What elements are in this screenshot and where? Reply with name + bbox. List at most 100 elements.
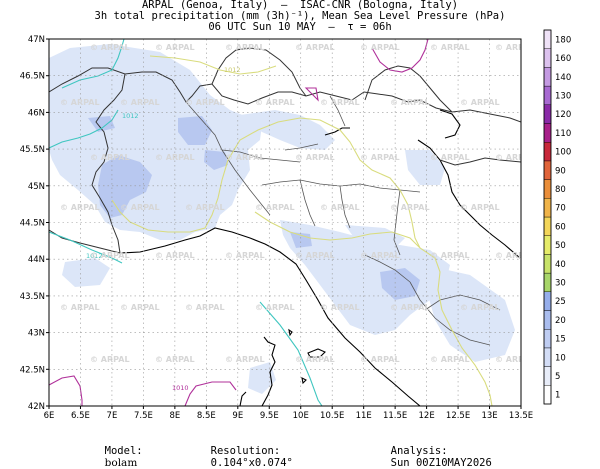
precipitation-colorbar: 1510152025304050607080901001101201301401…	[543, 29, 571, 405]
footer-analysis: Analysis: Sun 00Z10MAY2026	[378, 433, 492, 469]
colorbar-label: 70	[555, 204, 566, 214]
lon-tick-label: 13.5E	[509, 411, 533, 421]
watermark-text: © ARPAL	[360, 355, 400, 364]
lat-tick-label: 46.5N	[20, 72, 45, 82]
lon-tick-label: 12.5E	[446, 411, 470, 421]
watermark-text: © ARPAL	[460, 203, 500, 212]
watermark-text: © ARPAL	[320, 98, 360, 107]
lon-tick-label: 6.5E	[71, 411, 90, 421]
colorbar-swatch	[543, 272, 552, 293]
isobar-labels: 1012 1012 1012 1010	[86, 66, 241, 392]
lon-tick-label: 7.5E	[134, 411, 153, 421]
header-title-line-2: 3h total precipitation (mm (3h)⁻¹), Mean…	[94, 10, 506, 22]
header-title-line-3: 06 UTC Sun 10 MAY – τ = 06h	[208, 21, 392, 33]
map-figure: 1012 1012 1012 1010 © ARPAL © ARPAL © ARPA…	[20, 29, 571, 421]
precipitation-moderate-areas	[88, 116, 420, 300]
isobar-label: 1012	[86, 252, 103, 260]
colorbar-swatch	[543, 216, 552, 236]
watermark-text: © ARPAL	[430, 251, 470, 260]
footer-analysis-value: Sun 00Z10MAY2026	[390, 457, 492, 469]
lon-tick-label: 9E	[232, 411, 243, 421]
watermark-text: © ARPAL	[430, 43, 470, 52]
colorbar-label: 100	[555, 148, 571, 158]
watermark-text: © ARPAL	[185, 203, 225, 212]
watermark-text: © ARPAL	[90, 43, 130, 52]
lon-tick-label: 11.5E	[383, 411, 407, 421]
lat-tick-label: 45N	[28, 182, 45, 192]
watermark-text: © ARPAL	[225, 355, 265, 364]
watermark-text: © ARPAL	[155, 355, 195, 364]
watermark-text: © ARPAL	[225, 251, 265, 260]
watermark-text: © ARPAL	[360, 43, 400, 52]
watermark-text: © ARPAL	[495, 355, 535, 364]
watermark-text: © ARPAL	[295, 251, 335, 260]
colorbar-label: 30	[555, 278, 566, 288]
colorbar-label: 25	[555, 297, 566, 307]
lat-tick-label: 42.5N	[20, 365, 45, 375]
footer-resolution-value: 0.104°x0.074°	[210, 457, 293, 469]
lon-tick-label: 6E	[44, 411, 55, 421]
colorbar-label: 10	[555, 353, 566, 363]
lon-tick-label: 12E	[419, 411, 435, 421]
colorbar-label: 80	[555, 185, 566, 195]
watermark-text: © ARPAL	[360, 251, 400, 260]
lon-tick-label: 9.5E	[260, 411, 279, 421]
colorbar-swatch	[543, 67, 552, 87]
isobar-label: 1012	[224, 66, 241, 74]
watermark-text: © ARPAL	[430, 355, 470, 364]
colorbar-label: 110	[555, 129, 571, 139]
watermark-text: © ARPAL	[120, 98, 160, 107]
colorbar-label: 50	[555, 241, 566, 251]
colorbar-label: 140	[555, 73, 571, 83]
colorbar-label: 160	[555, 54, 571, 64]
watermark-text: © ARPAL	[460, 303, 500, 312]
watermark-text: © ARPAL	[295, 355, 335, 364]
watermark-text: © ARPAL	[255, 98, 295, 107]
watermark-text: © ARPAL	[185, 303, 225, 312]
watermark-text: © ARPAL	[155, 153, 195, 162]
watermark-text: © ARPAL	[255, 303, 295, 312]
colorbar-label: 90	[555, 166, 566, 176]
watermark-text: © ARPAL	[390, 303, 430, 312]
colorbar-swatch	[543, 104, 552, 124]
lat-tick-label: 45.5N	[20, 145, 45, 155]
watermark-text: © ARPAL	[60, 303, 100, 312]
header-title-line-1: ARPAL (Genoa, Italy) – ISAC-CNR (Bologna…	[141, 0, 459, 11]
lon-tick-label: 7E	[107, 411, 118, 421]
colorbar-swatch	[543, 48, 552, 68]
colorbar-swatch	[543, 179, 552, 199]
colorbar-label: 5	[555, 372, 560, 382]
watermark-text: © ARPAL	[495, 43, 535, 52]
watermark-text: © ARPAL	[430, 153, 470, 162]
longitude-axis: 6E 6.5E 7E 7.5E 8E 8.5E 9E 9.5E 10E 10.5E 11E 11.5E…	[44, 406, 533, 421]
watermark-text: © ARPAL	[155, 251, 195, 260]
watermark-text: © ARPAL	[90, 153, 130, 162]
footer-model-label: Model:	[104, 445, 143, 457]
colorbar-swatch	[543, 254, 552, 274]
watermark-text: © ARPAL	[460, 98, 500, 107]
watermark-text: © ARPAL	[60, 98, 100, 107]
colorbar-label: 60	[555, 222, 566, 232]
footer-model-value: bolam	[104, 457, 138, 469]
lon-tick-label: 11E	[356, 411, 372, 421]
colorbar-swatch	[543, 123, 552, 143]
watermark-text: © ARPAL	[255, 203, 295, 212]
colorbar-swatch	[543, 385, 552, 405]
lon-tick-label: 13E	[481, 411, 497, 421]
colorbar-swatch	[543, 29, 552, 49]
colorbar-swatch	[543, 160, 552, 180]
colorbar-swatch	[543, 85, 552, 105]
watermark-text: © ARPAL	[295, 153, 335, 162]
colorbar-label: 120	[555, 110, 571, 120]
lon-tick-label: 8.5E	[197, 411, 216, 421]
watermark-text: © ARPAL	[360, 153, 400, 162]
colorbar-swatch	[543, 235, 552, 255]
watermark-text: © ARPAL	[155, 43, 195, 52]
lat-tick-label: 46N	[28, 108, 45, 118]
isobar-label: 1010	[172, 384, 189, 392]
footer-analysis-label: Analysis:	[390, 445, 448, 457]
isobar-label: 1012	[122, 112, 139, 120]
colorbar-swatch	[543, 329, 552, 349]
watermark-text: © ARPAL	[320, 303, 360, 312]
watermark-text: © ARPAL	[120, 203, 160, 212]
